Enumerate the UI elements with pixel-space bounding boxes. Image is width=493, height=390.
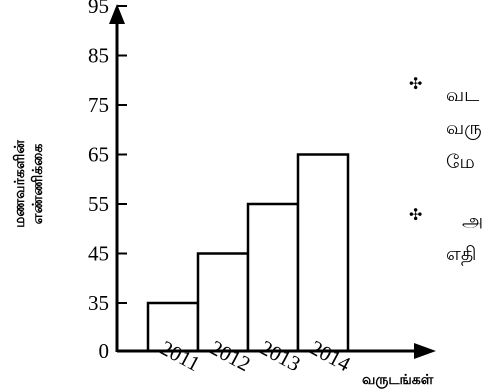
side-text-line: அ — [462, 210, 484, 232]
y-tick-label: 45 — [88, 242, 109, 266]
bullet-icon: ✣ — [409, 74, 423, 93]
y-tick-label: 85 — [88, 44, 109, 68]
side-text-line: மே — [446, 151, 475, 173]
x-axis-label: வருடங்கள் — [362, 372, 434, 388]
side-text-line: வரு — [446, 117, 482, 139]
y-tick-label: 35 — [88, 291, 109, 315]
y-axis-arrow — [109, 4, 125, 24]
y-ticks: 0 35 45 55 65 75 85 95 — [88, 0, 127, 363]
side-text-line: எதி — [446, 243, 477, 265]
side-text-line: வட — [446, 84, 480, 106]
bar-2014 — [296, 153, 350, 353]
y-axis-label-line1: மணவர்களின் — [12, 140, 28, 228]
bar-2012 — [196, 252, 250, 353]
y-axis-label-line2: எண்ணிக்கை — [30, 144, 46, 225]
y-tick-label: 75 — [88, 93, 109, 117]
bullet-icon: ✣ — [409, 205, 423, 224]
y-tick-label: 65 — [88, 143, 109, 167]
y-tick-label: 55 — [88, 192, 109, 216]
bars — [146, 153, 350, 353]
bar-2013 — [246, 202, 300, 353]
y-tick-label: 0 — [99, 339, 110, 363]
y-tick-label: 95 — [88, 0, 109, 18]
x-axis-arrow — [414, 343, 436, 359]
